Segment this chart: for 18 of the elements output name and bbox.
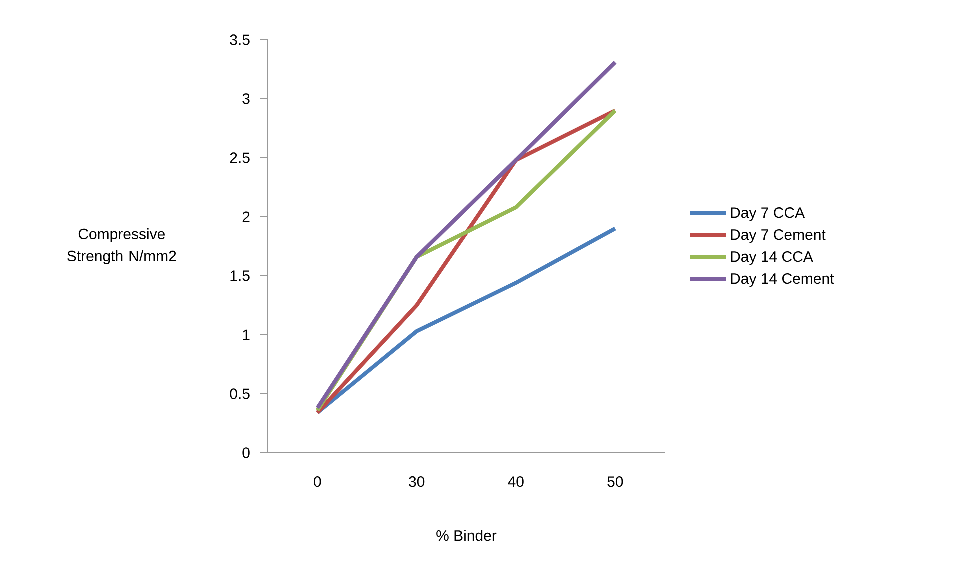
x-tick-label: 30: [409, 476, 425, 488]
y-tick-label: 2: [242, 212, 250, 222]
y-tick-label: 2.5: [230, 152, 250, 164]
x-tick-label: 0: [314, 476, 322, 488]
x-tick-label: 50: [608, 476, 624, 488]
y-tick-label: 1.5: [230, 270, 250, 282]
y-tick-label: 3: [242, 94, 250, 104]
y-tick-label: 3.5: [230, 34, 250, 46]
x-tick-label: 40: [508, 476, 524, 488]
legend-label: Day 7 Cement: [731, 230, 826, 244]
legend-label: Day 14 CCA: [731, 251, 814, 266]
y-axis-title: Compressive Strength N/mm2: [68, 228, 176, 264]
x-axis-title: % Binder: [436, 530, 497, 542]
legend-label: Day 14 Cement: [731, 273, 834, 288]
y-tick-label: 1: [243, 330, 250, 340]
y-tick-label: 0.5: [230, 388, 250, 400]
y-tick-label: 0: [242, 448, 250, 458]
legend-label: Day 7 CCA: [731, 208, 806, 222]
